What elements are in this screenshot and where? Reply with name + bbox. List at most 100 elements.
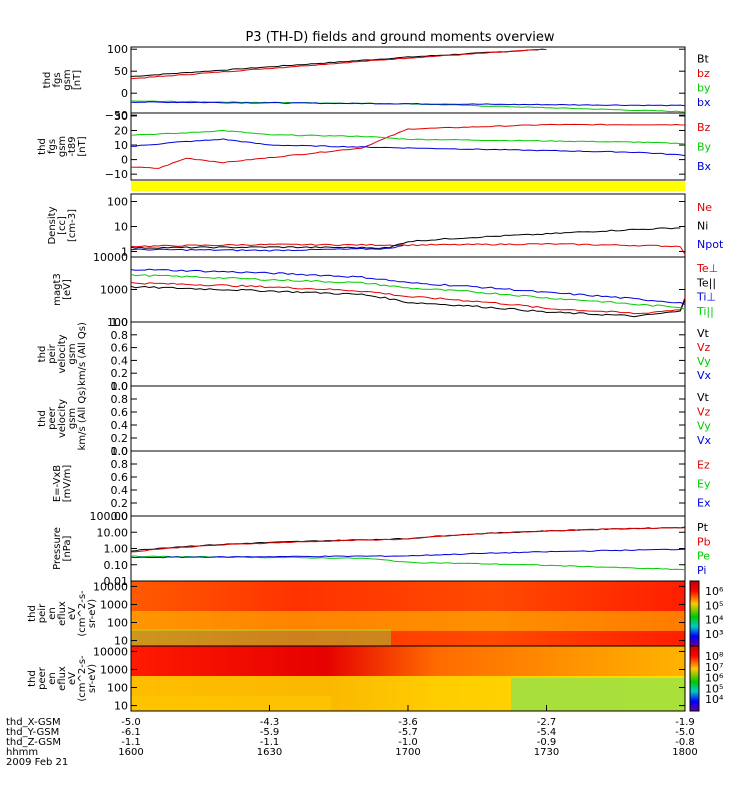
y-axis-label: thd xyxy=(27,605,38,622)
y-axis-label: fgs xyxy=(52,72,63,87)
y-tick-label: 1000 xyxy=(100,663,128,676)
y-axis-label: (cm^2-s- xyxy=(77,590,88,637)
legend-Vt: Vt xyxy=(697,391,710,404)
y-tick-label: 0.0 xyxy=(111,445,129,458)
date-label: 2009 Feb 21 xyxy=(6,757,68,768)
colorbar-label: 10⁶ xyxy=(705,585,724,598)
y-axis-label: -t89 xyxy=(67,136,78,156)
y-tick-label: 0 xyxy=(121,87,128,100)
y-tick-label: 1.0 xyxy=(111,380,129,393)
y-axis-label: [eV] xyxy=(62,279,73,300)
y-axis-label: [nT] xyxy=(77,136,88,156)
y-tick-label: 100 xyxy=(107,682,128,695)
x-row-value: -1.1 xyxy=(260,737,280,748)
y-axis-label: km/s (All Qs) xyxy=(77,322,88,386)
colorbar-label: 10⁸ xyxy=(705,650,724,663)
x-row-value: -5.9 xyxy=(260,727,280,738)
series-line-Ti⊥ xyxy=(130,268,686,305)
y-tick-label: 50 xyxy=(114,65,128,78)
y-tick-label: 0.4 xyxy=(111,484,129,497)
y-axis-label: magt3 xyxy=(52,273,63,306)
y-tick-label: 0.8 xyxy=(111,329,129,342)
series-line-Pi xyxy=(130,548,686,559)
y-tick-label: 10 xyxy=(114,635,128,648)
spectrogram-band xyxy=(131,611,685,631)
series-line-Ni xyxy=(130,227,681,249)
y-tick-label: 20 xyxy=(114,124,128,137)
legend-Bz: Bz xyxy=(697,121,711,134)
quality-bar xyxy=(131,181,685,191)
legend-bz: bz xyxy=(697,67,710,80)
y-axis-label: gsm xyxy=(67,408,78,429)
y-axis-label: peir xyxy=(37,603,48,623)
y-axis-label: eflux xyxy=(57,666,68,691)
y-tick-label: 0.2 xyxy=(111,497,129,510)
y-tick-label: 100 xyxy=(107,196,128,209)
figure-title: P3 (TH-D) fields and ground moments over… xyxy=(245,30,554,45)
series-line-Te⊥ xyxy=(130,282,686,315)
y-tick-label: 0.2 xyxy=(111,367,129,380)
y-axis-label: gsm xyxy=(57,136,68,157)
legend-Pb: Pb xyxy=(697,535,711,548)
y-axis-label: [cc] xyxy=(57,216,68,235)
legend-Vt: Vt xyxy=(697,327,710,340)
x-row-value: -0.8 xyxy=(675,737,695,748)
y-axis-label: thd xyxy=(37,410,48,427)
legend-by: by xyxy=(697,81,711,94)
legend-Ni: Ni xyxy=(697,220,708,233)
panel-3: 100 10 1 Density [cc] [cm-3] Ne Ni Npot xyxy=(47,193,724,258)
series-line-bz xyxy=(130,49,547,80)
y-tick-label: 0.0 xyxy=(111,380,129,393)
legend-bx: bx xyxy=(697,96,711,109)
panel-frame xyxy=(130,112,686,181)
x-row-value: 1730 xyxy=(534,747,559,758)
legend-Pt: Pt xyxy=(697,521,709,534)
legend-Te||: Te|| xyxy=(696,276,716,289)
y-axis-label: sr-eV) xyxy=(87,599,98,628)
legend-Vx: Vx xyxy=(697,369,712,382)
legend-Vz: Vz xyxy=(697,341,711,354)
y-axis-label: Pressure xyxy=(52,527,63,570)
y-tick-label: 10 xyxy=(114,700,128,713)
series-line-Ne xyxy=(130,242,686,255)
y-tick-label: 0.8 xyxy=(111,458,129,471)
y-tick-label: 10 xyxy=(114,139,128,152)
y-tick-label: 0.8 xyxy=(111,393,129,406)
y-axis-label: thd xyxy=(37,138,48,155)
x-row-label: thd_X-GSM xyxy=(6,717,61,728)
y-tick-label: 1 xyxy=(121,245,128,258)
y-tick-label: 0.4 xyxy=(111,419,129,432)
series-line-By xyxy=(130,129,686,145)
x-row-value: -5.7 xyxy=(398,727,418,738)
x-row-value: 1700 xyxy=(395,747,420,758)
y-axis-label: velocity xyxy=(57,399,68,438)
y-axis-label: en xyxy=(47,607,58,620)
y-tick-label: 0.0 xyxy=(111,510,129,523)
legend-Ne: Ne xyxy=(697,201,712,214)
legend-Bx: Bx xyxy=(697,160,712,173)
y-axis-label: peer xyxy=(37,666,48,690)
legend-Vz: Vz xyxy=(697,405,711,418)
y-tick-label: 10000 xyxy=(93,645,128,658)
panel-frame xyxy=(130,385,686,452)
y-tick-label: 30 xyxy=(114,110,128,123)
y-tick-label: 10000 xyxy=(93,251,128,264)
y-axis-label: sr-eV) xyxy=(87,664,98,693)
colorbar-label: 10⁷ xyxy=(705,661,723,674)
y-tick-label: 0.6 xyxy=(111,471,129,484)
y-axis-label: velocity xyxy=(57,334,68,373)
legend-Pe: Pe xyxy=(697,550,710,563)
colorbar-label: 10⁵ xyxy=(705,682,723,695)
y-axis-label: peer xyxy=(47,406,58,430)
x-row-value: -5.4 xyxy=(537,727,557,738)
series-line-Bx xyxy=(130,138,686,157)
x-axis-annotation: thd_X-GSM -5.0 -4.3 -3.6 -2.7 -1.9 thd_Y-GSM -6… xyxy=(6,705,698,768)
y-axis-label: [nT] xyxy=(72,70,83,90)
spectrogram-band xyxy=(131,696,331,711)
y-tick-label: 1.0 xyxy=(111,445,129,458)
colorbar-label: 10⁴ xyxy=(705,614,724,627)
legend-Vy: Vy xyxy=(697,355,711,368)
